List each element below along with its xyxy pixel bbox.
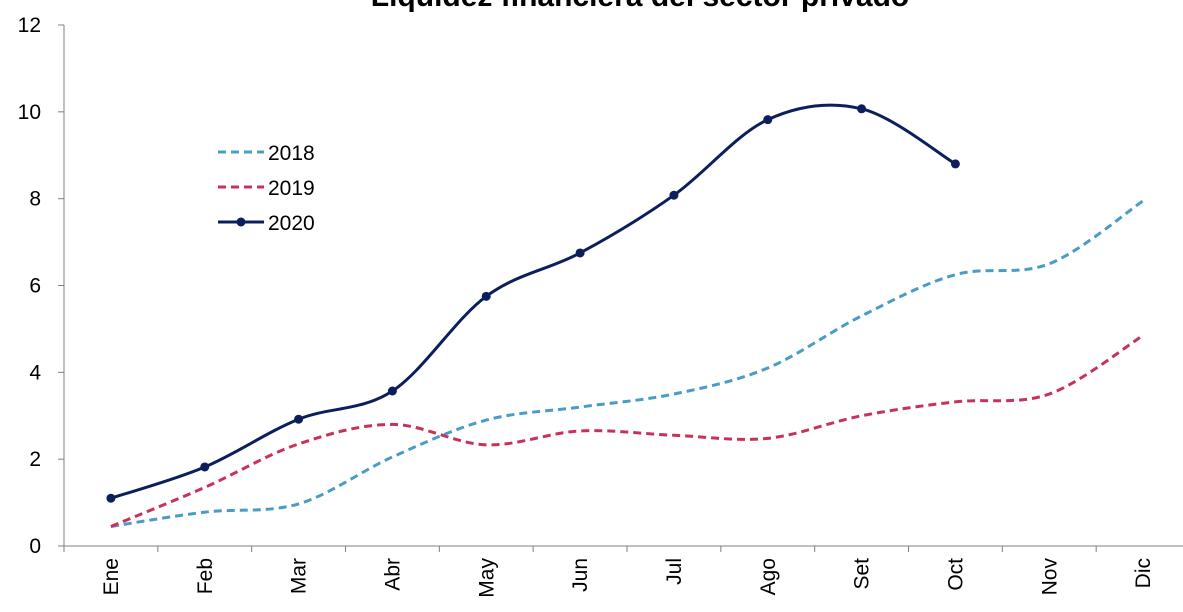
point: [763, 115, 773, 125]
point: [575, 248, 585, 258]
point: [106, 493, 116, 503]
y-tick-label: 2: [29, 448, 41, 471]
legend-label: 2018: [268, 142, 315, 165]
point: [200, 462, 210, 472]
x-tick-label: Ene: [100, 558, 123, 595]
x-tick-label: Mar: [288, 558, 311, 594]
x-tick-label: Jul: [663, 558, 686, 585]
y-tick-label: 4: [29, 361, 41, 384]
y-tick-label: 10: [18, 101, 41, 124]
point: [950, 159, 960, 169]
x-tick-label: May: [475, 558, 498, 598]
point: [481, 291, 491, 301]
series-line: [110, 334, 1144, 528]
legend-label: 2019: [268, 177, 315, 200]
x-tick-label: Ago: [757, 558, 780, 595]
x-tick-label: Oct: [944, 558, 967, 591]
y-tick-label: 0: [29, 535, 41, 558]
x-tick-label: Nov: [1038, 558, 1061, 596]
legend-marker: [236, 217, 246, 227]
point: [669, 190, 679, 200]
chart-title: Liquidez financiera del sector privado: [371, 0, 909, 13]
x-tick-label: Jun: [569, 558, 592, 592]
y-tick-label: 8: [29, 188, 41, 211]
point: [857, 104, 867, 114]
x-tick-label: Abr: [381, 558, 404, 591]
series-line: [110, 103, 957, 500]
legend-label: 2020: [268, 212, 315, 235]
point: [294, 414, 304, 424]
y-tick-label: 6: [29, 275, 41, 298]
point: [387, 386, 397, 396]
series-line: [110, 199, 1144, 528]
y-tick-label: 12: [18, 14, 41, 37]
x-tick-label: Set: [851, 558, 874, 590]
x-tick-label: Feb: [194, 558, 217, 594]
x-tick-label: Dic: [1132, 558, 1155, 588]
